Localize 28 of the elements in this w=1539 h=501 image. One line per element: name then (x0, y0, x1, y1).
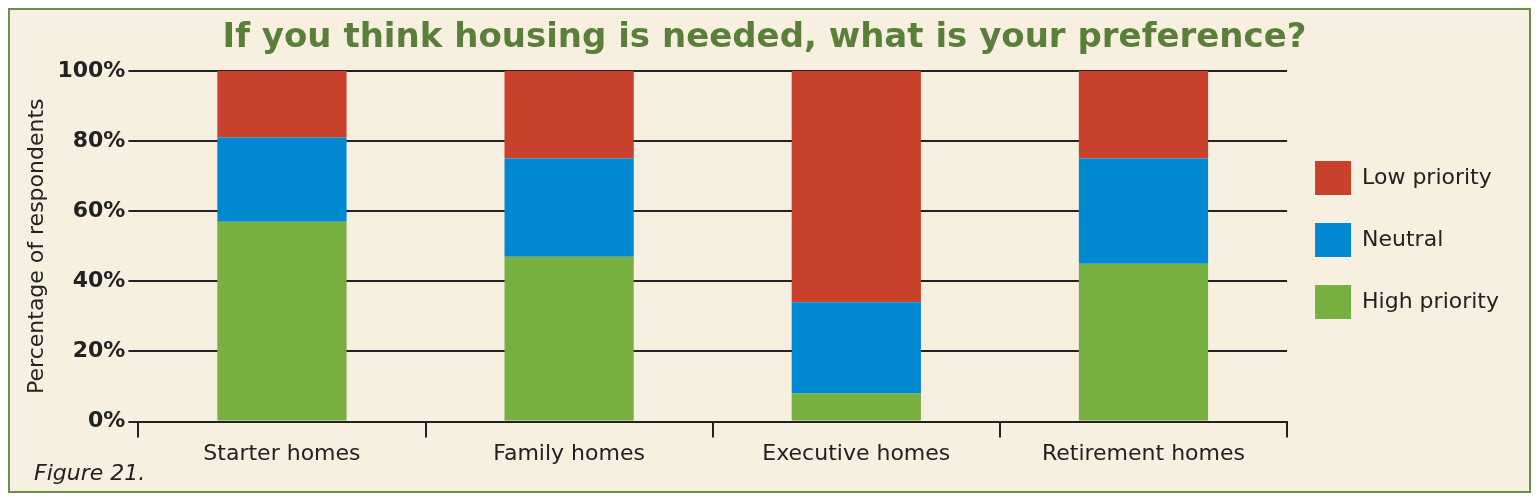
legend-label: High priority (1362, 287, 1500, 313)
bar (1078, 263, 1209, 421)
y-tick-label: 0% (88, 407, 126, 433)
bar (1078, 158, 1209, 264)
chart-title: If you think housing is needed, what is your preference? (222, 15, 1307, 56)
bar (217, 70, 347, 138)
y-axis-title: Percentage of respondents (22, 98, 48, 394)
x-tick-label: Family homes (493, 439, 645, 465)
y-tick-label: 100% (57, 56, 126, 82)
bar (791, 393, 921, 421)
x-tick-label: Retirement homes (1041, 439, 1245, 465)
y-tick-label: 80% (72, 126, 126, 152)
bar (1078, 70, 1209, 159)
bar (217, 221, 347, 421)
y-tick-label: 20% (72, 337, 126, 363)
bar (791, 302, 921, 394)
legend-label: Neutral (1362, 225, 1444, 251)
bar (504, 158, 634, 257)
x-tick-label: Starter homes (203, 439, 361, 465)
y-tick-label: 40% (72, 267, 126, 292)
bar (504, 70, 634, 159)
y-tick-label: 60% (72, 196, 126, 222)
bar (217, 137, 347, 222)
caption: Figure 21. (34, 460, 146, 485)
legend-label: Low priority (1362, 163, 1492, 189)
bar (791, 70, 921, 303)
bar (504, 256, 634, 421)
x-tick-label: Executive homes (762, 439, 951, 465)
